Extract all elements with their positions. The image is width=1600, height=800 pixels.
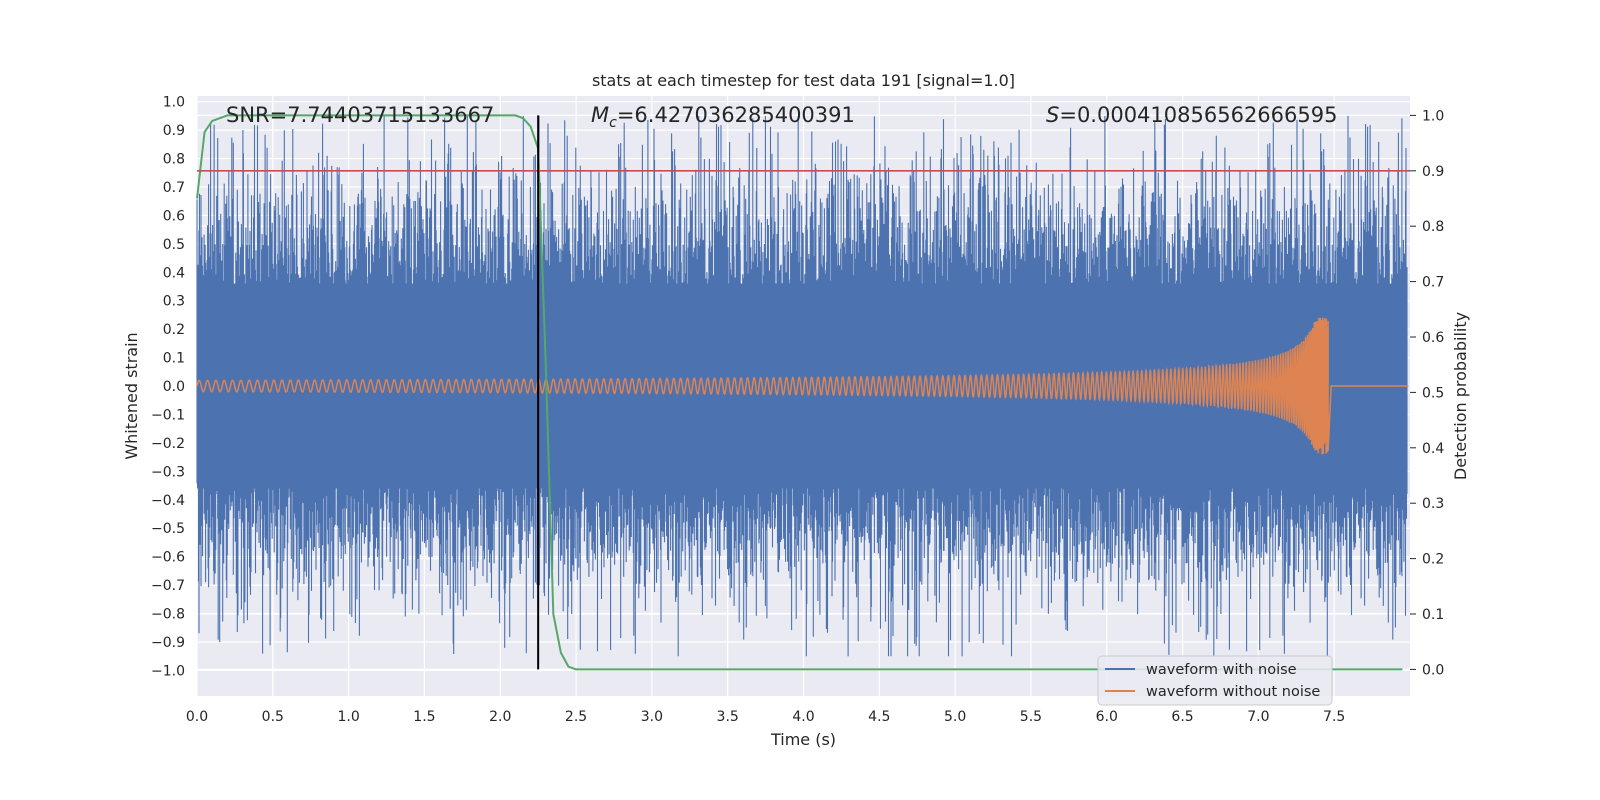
y-tick-label: 1.0 — [163, 95, 185, 111]
x-tick-label: 1.0 — [337, 709, 359, 725]
x-tick-label: 0.0 — [186, 709, 208, 725]
y-tick-label: 0.2 — [163, 322, 185, 338]
y2-tick-label: 0.3 — [1422, 496, 1444, 512]
x-tick-label: 3.0 — [641, 709, 663, 725]
chirp-line — [196, 317, 1409, 455]
y-tick-label: −0.3 — [151, 464, 185, 480]
legend: waveform with noise waveform without noi… — [1097, 655, 1333, 706]
x-axis-label: Time (s) — [770, 730, 836, 749]
x-tick-label: 2.0 — [489, 709, 511, 725]
y2-tick-label: 0.9 — [1422, 164, 1444, 180]
y2-tick-label: 0.8 — [1422, 219, 1444, 235]
y-tick-label: 0.9 — [163, 123, 185, 139]
y2-tick-label: 0.6 — [1422, 330, 1444, 346]
y-tick-label: 0.6 — [163, 208, 185, 224]
x-tick-label: 7.5 — [1323, 709, 1345, 725]
x-tick-label: 1.5 — [413, 709, 435, 725]
y-tick-label: 0.5 — [163, 237, 185, 253]
x-tick-label: 5.0 — [944, 709, 966, 725]
series-waveform-without-noise — [196, 317, 1409, 455]
y-tick-label: −0.5 — [151, 521, 185, 537]
y-tick-label: 0.7 — [163, 180, 185, 196]
y-tick-label: −0.8 — [151, 607, 185, 623]
legend-label-waveform-with-noise: waveform with noise — [1146, 662, 1297, 678]
y2-tick-label: 0.4 — [1422, 441, 1444, 457]
y-tick-label: 0.1 — [163, 351, 185, 367]
y-axis-label: Whitened strain — [122, 332, 141, 459]
y-tick-label: −0.4 — [151, 493, 185, 509]
x-tick-label: 5.5 — [1020, 709, 1042, 725]
y-tick-label: −0.9 — [151, 635, 185, 651]
mc-value: =6.427036285400391 — [617, 103, 855, 127]
y-tick-label: −0.1 — [151, 407, 185, 423]
chirp-mass-annotation: Mc=6.427036285400391 — [591, 103, 855, 131]
chart-title: stats at each timestep for test data 191… — [592, 71, 1015, 90]
y-tick-label: −1.0 — [151, 663, 185, 679]
y-tick-label: 0.0 — [163, 379, 185, 395]
axes: 0.0 0.5 1.0 1.5 2.0 2.5 3.0 3.5 4.0 4.5 5.0 5.5 6.0 6… — [151, 95, 1444, 725]
s-annotation: S=0.000410856562666595 — [1046, 103, 1337, 127]
y-tick-label: 0.4 — [163, 265, 185, 281]
x-tick-label: 7.0 — [1247, 709, 1269, 725]
reference-lines — [197, 115, 1410, 670]
y2-tick-label: 0.7 — [1422, 275, 1444, 291]
y-tick-label: −0.2 — [151, 436, 185, 452]
legend-box — [1097, 655, 1333, 706]
snr-annotation: SNR=7.74403715133667 — [226, 103, 494, 127]
mc-symbol: M — [591, 103, 609, 127]
y-tick-label: 0.3 — [163, 294, 185, 310]
x-tick-label: 6.0 — [1096, 709, 1118, 725]
y2-tick-label: 0.1 — [1422, 607, 1444, 623]
y2-tick-label: 1.0 — [1422, 108, 1444, 124]
y-tick-label: 0.8 — [163, 152, 185, 168]
x-tick-label: 4.5 — [868, 709, 890, 725]
x-tick-label: 0.5 — [262, 709, 284, 725]
noise-core-band — [197, 283, 1407, 489]
y-tick-label: −0.7 — [151, 578, 185, 594]
s-symbol: S — [1046, 103, 1059, 127]
y2-tick-label: 0.0 — [1422, 662, 1444, 678]
x-tick-label: 4.0 — [792, 709, 814, 725]
y2-tick-label: 0.5 — [1422, 385, 1444, 401]
s-value: =0.000410856562666595 — [1059, 103, 1337, 127]
legend-label-waveform-without-noise: waveform without noise — [1146, 684, 1320, 700]
x-tick-label: 3.5 — [717, 709, 739, 725]
x-tick-label: 6.5 — [1171, 709, 1193, 725]
mc-subscript: c — [609, 115, 617, 131]
y2-tick-label: 0.2 — [1422, 552, 1444, 568]
x-tick-label: 2.5 — [565, 709, 587, 725]
series-waveform-with-noise — [196, 115, 1408, 657]
y2-axis-label: Detection probability — [1451, 312, 1470, 480]
y-tick-label: −0.6 — [151, 550, 185, 566]
